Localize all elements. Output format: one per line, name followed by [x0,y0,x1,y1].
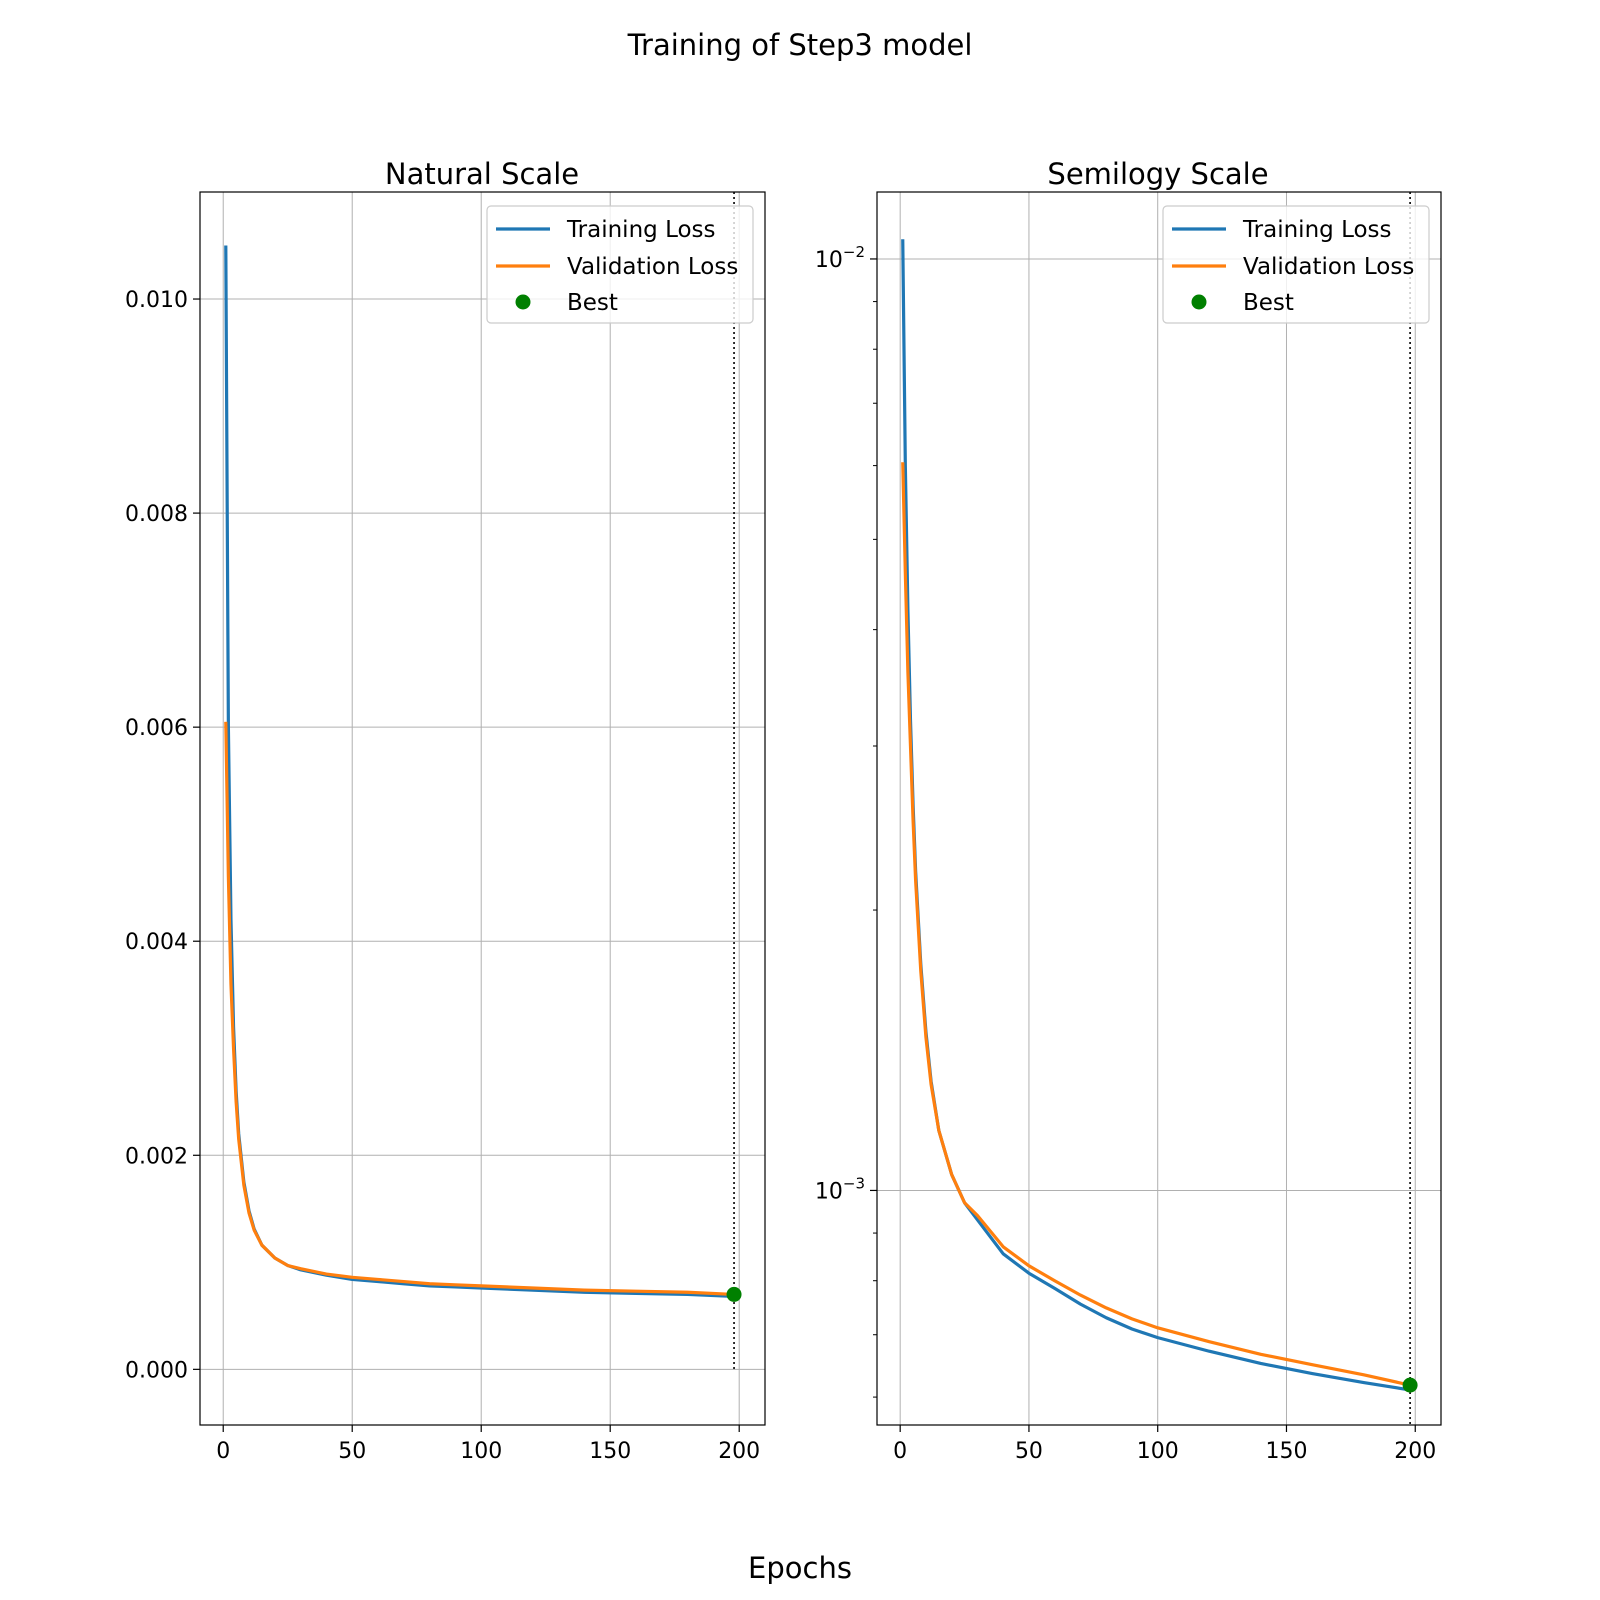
legend-best-marker [515,294,531,310]
y-tick-label: 0.006 [125,716,188,741]
y-tick-label: 0.008 [125,502,188,527]
x-tick-label: 0 [216,1439,230,1464]
x-tick-label: 100 [460,1439,502,1464]
legend-frame [1162,205,1430,324]
figure-title: Training of Step3 model [627,28,973,62]
grid [877,192,1441,1425]
axes-frame [876,191,1442,1426]
axes-frame [199,191,766,1426]
x-tick-label: 150 [1265,1439,1307,1464]
y-tick-label: 0.000 [125,1358,188,1383]
legend-best-marker [1191,294,1207,310]
legend-validation-loss-label: Validation Loss [1243,254,1414,280]
natural-scale-panel: Natural Scale 0 50 100 150 200 0.000 0.002 0.00… [125,157,766,1464]
legend-best-label: Best [1243,290,1294,316]
legend-best-label: Best [567,290,618,316]
y-tick-label: 0.002 [125,1144,188,1169]
x-tick-label: 150 [589,1439,631,1464]
validation-loss-line [224,721,735,1297]
legend: Training Loss Validation Loss Best [486,205,754,324]
y-tick-label: 10−3 [815,1174,865,1204]
legend-training-loss-label: Training Loss [1242,217,1392,243]
x-tick-label: 0 [893,1439,907,1464]
grid [200,192,765,1425]
y-tick-label: 0.004 [125,930,188,955]
legend-training-loss-label: Training Loss [566,217,716,243]
y-tick-label: 10−2 [815,243,865,273]
validation-loss-line [901,462,1411,1387]
x-tick-label: 200 [1394,1439,1436,1464]
legend-frame [486,205,754,324]
natural-scale-title: Natural Scale [385,157,579,191]
x-tick-label: 200 [718,1439,760,1464]
x-tick-label: 100 [1137,1439,1179,1464]
semilogy-scale-panel: Semilogy Scale 0 50 100 150 200 10−3 10−2 Train… [815,157,1442,1464]
x-tick-label: 50 [338,1439,366,1464]
figure-xlabel: Epochs [748,1551,852,1585]
y-tick-label: 0.010 [125,288,188,313]
best-point [726,1286,742,1302]
best-point [1402,1377,1418,1393]
semilogy-scale-title: Semilogy Scale [1047,157,1268,191]
legend-validation-loss-label: Validation Loss [567,254,738,280]
legend: Training Loss Validation Loss Best [1162,205,1430,324]
x-tick-label: 50 [1015,1439,1043,1464]
